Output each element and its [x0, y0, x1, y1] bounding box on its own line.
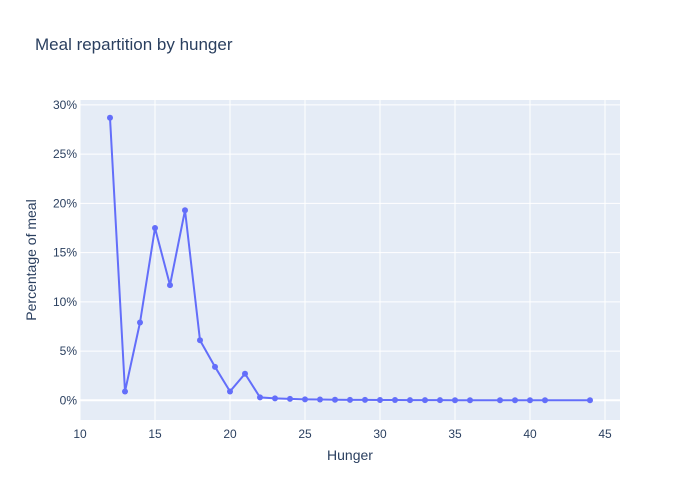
data-point: [377, 397, 383, 404]
data-point: [332, 396, 338, 403]
y-tick-label: 25%: [53, 147, 77, 161]
y-tick-label: 20%: [53, 196, 77, 210]
y-tick-label: 5%: [60, 344, 78, 358]
data-point: [242, 370, 248, 377]
data-point: [107, 114, 113, 121]
data-point: [227, 388, 233, 395]
data-point: [437, 397, 443, 404]
data-point: [197, 337, 203, 344]
data-point: [272, 395, 278, 402]
x-tick-label: 35: [448, 427, 462, 441]
data-point: [257, 394, 263, 401]
data-point: [347, 396, 353, 403]
y-tick-label: 0%: [60, 393, 78, 407]
x-tick-label: 10: [73, 427, 87, 441]
y-axis-title: Percentage of meal: [23, 199, 39, 320]
data-point: [422, 397, 428, 404]
data-point: [362, 396, 368, 403]
data-point: [212, 363, 218, 370]
y-tick-label: 15%: [53, 246, 77, 260]
data-point: [302, 396, 308, 403]
data-point: [182, 207, 188, 214]
data-point: [392, 397, 398, 404]
y-axis-ticks: 0% 5% 10% 15% 20% 25% 30%: [53, 98, 77, 407]
series-line: [109, 117, 590, 402]
data-point: [317, 396, 323, 403]
data-point: [497, 397, 503, 404]
data-point: [122, 388, 128, 395]
data-point: [167, 282, 173, 289]
plot-area: [80, 100, 620, 420]
x-axis-ticks: 10 15 20 25 30 35 40 45: [73, 427, 612, 441]
x-tick-label: 40: [523, 427, 537, 441]
data-point: [137, 319, 143, 326]
x-tick-label: 15: [148, 427, 162, 441]
data-point: [467, 397, 473, 404]
series-points: [107, 114, 593, 404]
data-point: [512, 397, 518, 404]
data-point: [587, 397, 593, 404]
data-point: [542, 397, 548, 404]
data-point: [152, 225, 158, 231]
x-gridlines: [79, 100, 606, 420]
data-point: [527, 397, 533, 404]
y-tick-label: 10%: [53, 295, 77, 309]
chart-title: Meal repartition by hunger: [35, 35, 233, 54]
x-tick-label: 25: [298, 427, 312, 441]
data-point: [407, 397, 413, 404]
data-point: [287, 395, 293, 402]
data-point: [452, 397, 458, 404]
x-tick-label: 45: [598, 427, 612, 441]
x-tick-label: 20: [223, 427, 237, 441]
x-tick-label: 30: [373, 427, 387, 441]
x-axis-title: Hunger: [327, 447, 373, 463]
y-tick-label: 30%: [53, 98, 77, 112]
